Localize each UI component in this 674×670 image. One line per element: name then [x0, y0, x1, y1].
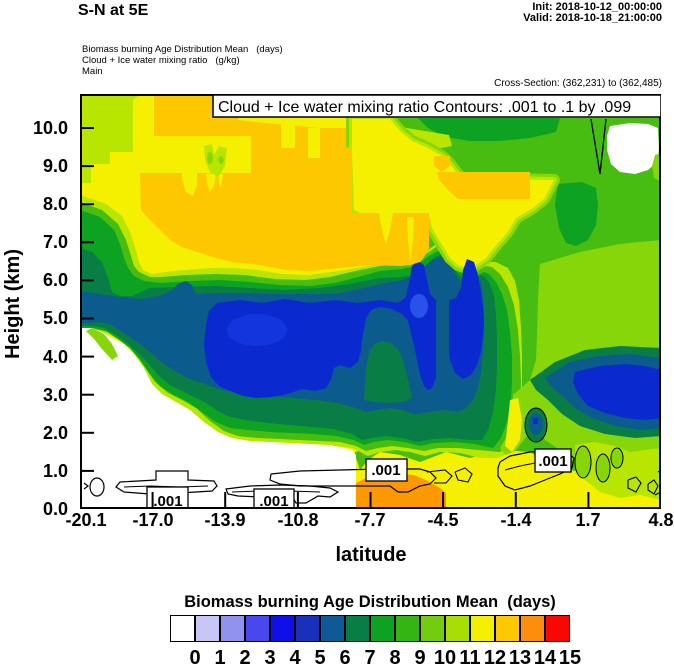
- svg-text:.001: .001: [538, 453, 567, 470]
- svg-text:.001: .001: [259, 493, 288, 509]
- svg-text:Cloud + Ice water mixing ratio: Cloud + Ice water mixing ratio Contours:…: [218, 99, 631, 116]
- svg-text:.001: .001: [153, 493, 182, 509]
- svg-text:.001: .001: [371, 462, 400, 479]
